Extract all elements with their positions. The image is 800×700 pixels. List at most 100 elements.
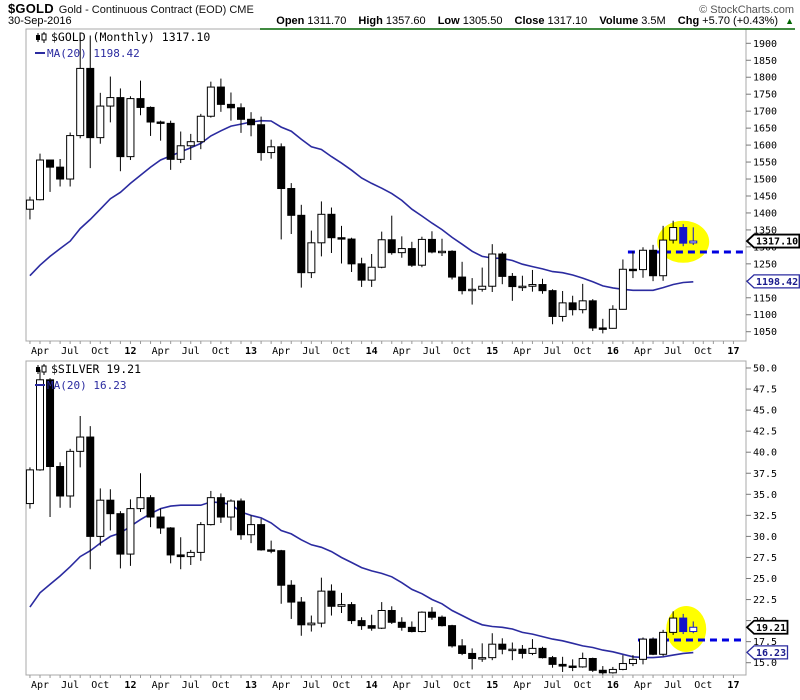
year-label: 15	[486, 346, 498, 357]
silver-price-bubble-black: 19.21	[745, 619, 789, 635]
candle-body	[267, 549, 276, 552]
month-label: Oct	[574, 680, 592, 691]
month-label: Jul	[664, 680, 682, 691]
candle-body	[679, 227, 688, 244]
month-label: Jul	[182, 346, 200, 357]
candle-body	[297, 601, 306, 626]
chart-header-row2: 30-Sep-2016 Open 1311.70 High 1357.60 Low 1…	[8, 15, 794, 27]
gold-plot-area	[25, 28, 747, 342]
price-bubble-shape	[745, 619, 789, 635]
silver-price-bubble-blue: 16.23	[746, 645, 789, 660]
candle-body	[136, 98, 145, 108]
y-tick-label: 47.5	[753, 385, 777, 396]
candle-body	[608, 668, 617, 674]
symbol-description: Gold - Continuous Contract (EOD) CME	[58, 4, 254, 16]
candle-body	[66, 450, 75, 497]
month-label: Jul	[544, 346, 562, 357]
candle-body	[608, 308, 617, 329]
high-value: 1357.60	[385, 15, 426, 27]
candle-body	[397, 248, 406, 254]
candle-body	[498, 643, 507, 650]
candle-body	[196, 115, 205, 143]
candle-body	[237, 107, 245, 120]
candle-body	[156, 516, 165, 529]
candle-body	[25, 199, 34, 210]
candle-body	[417, 611, 426, 633]
chg-value: +5.70 (+0.43%)	[702, 15, 779, 27]
candle-body	[86, 67, 95, 139]
candle-body	[468, 288, 477, 292]
month-label: Oct	[91, 680, 109, 691]
candle-body	[367, 625, 376, 629]
candle-body	[317, 590, 326, 624]
y-tick-label: 1050	[753, 327, 777, 338]
candle-body	[46, 159, 55, 168]
y-tick-label: 1600	[753, 141, 777, 152]
price-bubble-shape	[746, 274, 800, 289]
month-label: Jul	[61, 680, 79, 691]
price-bubble-label: 19.21	[756, 623, 786, 634]
candle-body	[176, 554, 185, 558]
candle-body	[247, 118, 256, 126]
open-value: 1311.70	[307, 15, 347, 27]
candle-body	[216, 86, 225, 105]
candle-body	[548, 657, 557, 665]
candle-body	[689, 240, 698, 244]
candle-body	[548, 290, 557, 317]
candle-body	[206, 86, 215, 117]
month-label: Oct	[212, 346, 230, 357]
candle-body	[136, 497, 145, 510]
price-bubble-label: 1198.42	[756, 277, 798, 288]
month-label: Oct	[91, 346, 109, 357]
month-label: Apr	[272, 680, 290, 691]
month-label: Oct	[453, 680, 471, 691]
candle-body	[267, 146, 276, 154]
candle-body	[357, 620, 366, 627]
candle-body	[337, 237, 346, 240]
gold-panel: $GOLD (Monthly) 1317.10 MA(20) 1198.42 190…	[25, 28, 800, 357]
silver-x-axis: Apr Jul Oct 12 Apr Jul Oct 13 Apr Jul Oct 14 Apr Jul O…	[29, 675, 739, 691]
price-bubble-label: 1317.10	[756, 237, 798, 248]
month-label: Oct	[694, 680, 712, 691]
y-tick-label: 1550	[753, 158, 777, 169]
y-tick-label: 1650	[753, 124, 777, 135]
candle-body	[458, 276, 467, 292]
y-tick-label: 1850	[753, 56, 777, 67]
month-label: Apr	[152, 680, 170, 691]
y-tick-label: 42.5	[753, 427, 777, 438]
year-label: 15	[486, 680, 498, 691]
candle-body	[618, 663, 627, 670]
candle-body	[558, 302, 567, 317]
candle-body	[407, 248, 416, 266]
candle-body	[397, 621, 406, 628]
candle-body	[417, 238, 426, 266]
silver-legend: $SILVER 19.21 MA(20) 16.23	[35, 362, 141, 392]
candle-body	[377, 609, 386, 629]
month-label: Jul	[61, 346, 79, 357]
year-label: 12	[124, 680, 136, 691]
silver-legend-title: $SILVER 19.21	[51, 362, 141, 376]
y-tick-label: 25.0	[753, 574, 777, 585]
gold-candles-layer	[25, 35, 698, 334]
gold-legend-ma: MA(20) 1198.42	[47, 47, 140, 60]
candle-body	[277, 146, 286, 190]
candle-body	[508, 275, 517, 288]
candle-body	[357, 263, 366, 281]
quote-date: 30-Sep-2016	[8, 15, 72, 27]
candle-body	[628, 658, 637, 665]
candle-body	[196, 524, 205, 553]
candle-body	[327, 590, 336, 607]
candle-body	[226, 103, 235, 109]
candle-body	[126, 508, 135, 555]
month-label: Jul	[182, 680, 200, 691]
candle-body	[598, 669, 607, 674]
y-tick-label: 1250	[753, 259, 777, 270]
silver-plot-area	[25, 360, 747, 676]
y-tick-label: 1100	[753, 310, 777, 321]
month-label: Oct	[694, 346, 712, 357]
year-label: 13	[245, 346, 257, 357]
month-label: Oct	[574, 346, 592, 357]
candle-body	[247, 524, 256, 536]
candle-body	[578, 300, 587, 311]
month-label: Oct	[332, 680, 350, 691]
